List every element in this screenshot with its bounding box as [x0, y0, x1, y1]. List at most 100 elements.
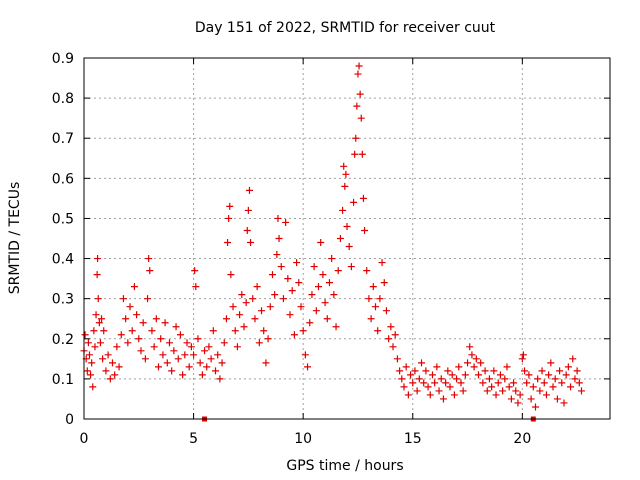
data-point — [94, 295, 102, 303]
data-point — [192, 283, 200, 291]
data-point — [345, 243, 353, 251]
data-point — [104, 351, 112, 359]
data-point — [102, 367, 110, 375]
data-point — [111, 371, 119, 379]
data-point — [251, 315, 259, 323]
data-point — [538, 367, 546, 375]
data-point — [494, 379, 502, 387]
data-point — [356, 90, 364, 98]
data-point — [282, 218, 290, 226]
data-point — [274, 214, 282, 222]
data-point — [124, 339, 132, 347]
data-point — [529, 383, 537, 391]
x-tick-label: 0 — [80, 431, 89, 447]
data-point — [224, 239, 232, 247]
data-point — [564, 363, 572, 371]
data-point — [459, 387, 467, 395]
data-point — [551, 375, 559, 383]
data-point — [468, 351, 476, 359]
data-point — [371, 303, 379, 311]
data-point — [556, 367, 564, 375]
data-point — [382, 307, 390, 315]
data-point — [485, 375, 493, 383]
data-point — [361, 226, 369, 234]
data-point — [277, 263, 285, 271]
data-point — [433, 363, 441, 371]
data-point — [378, 259, 386, 267]
data-point — [347, 263, 355, 271]
y-tick-label: 0.1 — [52, 372, 74, 388]
data-point — [89, 383, 97, 391]
data-point — [351, 150, 359, 158]
data-point — [400, 383, 408, 391]
y-tick-label: 0.7 — [52, 131, 74, 147]
data-point — [205, 343, 213, 351]
data-point — [573, 367, 581, 375]
data-point — [457, 379, 465, 387]
data-point — [424, 383, 432, 391]
data-point — [374, 327, 382, 335]
plot-frame — [83, 57, 611, 420]
data-point — [308, 291, 316, 299]
y-tick-label: 0.3 — [52, 292, 74, 308]
data-point — [352, 134, 360, 142]
data-point — [144, 295, 152, 303]
data-point — [133, 311, 141, 319]
data-point — [139, 319, 147, 327]
data-point — [341, 182, 349, 190]
data-point — [350, 198, 358, 206]
data-point — [420, 379, 428, 387]
data-point — [466, 343, 474, 351]
data-point — [472, 355, 480, 363]
data-point — [245, 186, 253, 194]
data-point — [396, 367, 404, 375]
data-point — [567, 383, 575, 391]
data-point — [94, 255, 102, 263]
chart-title: Day 151 of 2022, SRMTID for receiver cuu… — [195, 20, 496, 36]
data-point — [569, 355, 577, 363]
data-point — [387, 323, 395, 331]
data-point — [332, 323, 340, 331]
data-point — [343, 222, 351, 230]
data-point — [540, 379, 548, 387]
data-point — [90, 327, 98, 335]
data-point — [113, 343, 121, 351]
data-point — [446, 383, 454, 391]
data-point — [439, 395, 447, 403]
data-point — [376, 295, 384, 303]
data-point — [549, 383, 557, 391]
data-point — [510, 379, 518, 387]
data-point — [106, 375, 114, 383]
data-point — [512, 387, 520, 395]
data-point — [448, 371, 456, 379]
data-point — [453, 375, 461, 383]
data-point — [222, 315, 230, 323]
data-point — [501, 375, 509, 383]
data-point — [496, 371, 504, 379]
data-point — [243, 226, 251, 234]
data-point — [422, 367, 430, 375]
data-point — [88, 359, 96, 367]
data-point — [128, 327, 136, 335]
data-point — [130, 283, 138, 291]
data-point — [135, 335, 143, 343]
data-point — [214, 351, 222, 359]
data-point — [258, 307, 266, 315]
data-point — [319, 271, 327, 279]
y-tick-label: 0.4 — [52, 252, 74, 268]
data-point — [428, 371, 436, 379]
data-point — [525, 371, 533, 379]
x-axis-title: GPS time / hours — [286, 458, 403, 474]
data-point — [402, 363, 410, 371]
y-tick-label: 0.9 — [52, 51, 74, 67]
data-point — [536, 387, 544, 395]
data-point — [95, 319, 103, 327]
data-point — [518, 355, 526, 363]
data-point — [385, 335, 393, 343]
data-point — [212, 367, 219, 375]
data-point — [161, 319, 169, 327]
data-point — [503, 363, 511, 371]
data-point — [435, 387, 443, 395]
data-point — [527, 395, 535, 403]
